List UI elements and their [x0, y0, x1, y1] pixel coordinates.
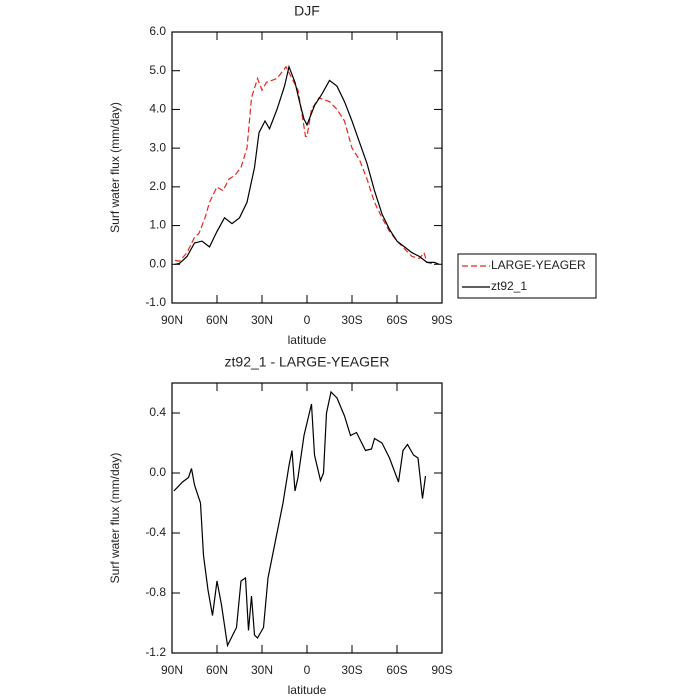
x-tick-label: 30S — [341, 663, 362, 677]
x-tick-label: 90N — [161, 313, 183, 327]
y-tick-label: 4.0 — [149, 102, 166, 116]
y-tick-label: 2.0 — [149, 179, 166, 193]
y-tick-label: -0.8 — [145, 585, 166, 599]
chart-title: zt92_1 - LARGE-YEAGER — [225, 354, 390, 370]
x-axis-label: latitude — [288, 333, 327, 347]
y-tick-label: 0.0 — [149, 256, 166, 270]
y-tick-label: 5.0 — [149, 63, 166, 77]
y-tick-label: 0.4 — [149, 405, 166, 419]
x-tick-label: 0 — [304, 663, 311, 677]
legend-label: LARGE-YEAGER — [491, 258, 586, 272]
y-tick-label: -1.0 — [145, 295, 166, 309]
plot-frame — [171, 31, 443, 304]
plot-frame — [171, 382, 443, 654]
legend-box — [457, 253, 597, 299]
y-tick-label: 6.0 — [149, 24, 166, 38]
x-tick-label: 90N — [161, 663, 183, 677]
y-tick-label: 0.0 — [149, 465, 166, 479]
x-tick-label: 30N — [251, 663, 273, 677]
x-tick-label: 30N — [251, 313, 273, 327]
x-tick-label: 90S — [431, 663, 452, 677]
data-line — [174, 64, 440, 265]
data-line — [174, 65, 435, 265]
y-tick-label: 3.0 — [149, 140, 166, 154]
y-axis-label: Surf water flux (mm/day) — [108, 453, 122, 584]
x-axis-label: latitude — [288, 683, 327, 697]
chart-title: DJF — [294, 3, 320, 19]
legend-label: zt92_1 — [491, 279, 527, 293]
y-tick-label: -0.4 — [145, 525, 166, 539]
y-axis-label: Surf water flux (mm/day) — [108, 102, 122, 233]
x-tick-label: 0 — [304, 313, 311, 327]
y-tick-label: -1.2 — [145, 645, 166, 659]
x-tick-label: 60N — [206, 313, 228, 327]
x-tick-label: 60S — [386, 663, 407, 677]
x-tick-label: 60S — [386, 313, 407, 327]
data-line — [173, 390, 427, 648]
y-tick-label: 1.0 — [149, 218, 166, 232]
x-tick-label: 60N — [206, 663, 228, 677]
x-tick-label: 90S — [431, 313, 452, 327]
x-tick-label: 30S — [341, 313, 362, 327]
